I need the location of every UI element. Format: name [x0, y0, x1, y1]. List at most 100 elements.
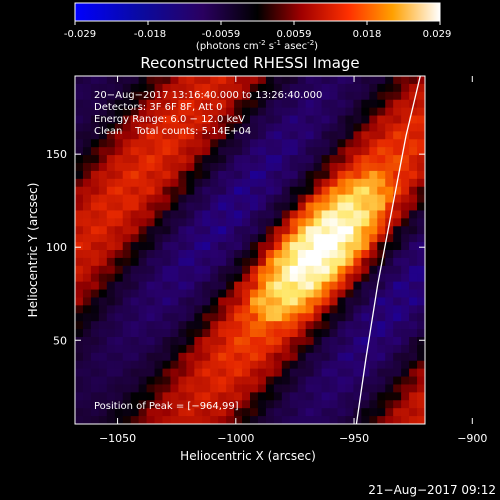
image-pixel: [265, 297, 275, 306]
image-pixel: [385, 368, 394, 378]
image-pixel: [242, 305, 251, 314]
image-pixel: [154, 226, 164, 235]
image-pixel: [218, 313, 227, 322]
image-pixel: [194, 352, 203, 362]
image-pixel: [114, 297, 124, 306]
image-pixel: [345, 376, 354, 386]
image-pixel: [202, 265, 211, 275]
image-pixel: [337, 297, 347, 306]
image-pixel: [369, 202, 378, 212]
image-pixel: [75, 329, 84, 338]
image-pixel: [385, 305, 394, 314]
image-pixel: [210, 218, 219, 227]
image-pixel: [273, 202, 283, 212]
image-pixel: [138, 289, 148, 299]
image-pixel: [218, 408, 227, 417]
image-pixel: [265, 147, 275, 156]
image-pixel: [114, 147, 124, 156]
image-pixel: [170, 384, 179, 393]
image-pixel: [106, 131, 116, 140]
image-pixel: [281, 226, 291, 235]
image-pixel: [289, 281, 299, 291]
image-pixel: [337, 218, 347, 227]
image-pixel: [297, 234, 307, 243]
image-pixel: [75, 210, 84, 219]
image-pixel: [138, 186, 148, 196]
image-pixel: [377, 202, 386, 212]
image-pixel: [170, 305, 179, 314]
image-pixel: [385, 321, 394, 330]
image-pixel: [337, 337, 347, 346]
image-pixel: [329, 297, 339, 306]
image-pixel: [162, 408, 172, 417]
image-pixel: [90, 218, 100, 227]
image-pixel: [250, 321, 259, 330]
image-pixel: [417, 329, 425, 338]
image-pixel: [337, 289, 347, 299]
image-pixel: [210, 392, 219, 401]
image-pixel: [289, 344, 299, 354]
image-pixel: [202, 289, 211, 299]
image-pixel: [170, 76, 179, 85]
image-pixel: [242, 360, 251, 370]
image-pixel: [250, 360, 259, 370]
image-pixel: [122, 273, 132, 283]
image-pixel: [401, 226, 410, 235]
image-pixel: [218, 289, 227, 299]
image-pixel: [361, 257, 370, 267]
y-tick-label: 150: [46, 148, 67, 161]
image-pixel: [401, 257, 410, 267]
image-pixel: [186, 416, 195, 424]
image-pixel: [329, 360, 339, 370]
image-pixel: [329, 376, 339, 386]
image-pixel: [146, 344, 156, 354]
image-pixel: [329, 234, 339, 243]
image-pixel: [329, 147, 339, 156]
image-pixel: [281, 265, 291, 275]
image-pixel: [234, 194, 243, 204]
image-pixel: [82, 99, 92, 109]
image-pixel: [321, 376, 331, 386]
image-pixel: [329, 368, 339, 378]
image-pixel: [186, 242, 195, 251]
image-pixel: [353, 123, 362, 132]
image-pixel: [385, 392, 394, 401]
image-pixel: [337, 186, 347, 196]
image-pixel: [369, 107, 378, 117]
image-pixel: [297, 400, 307, 409]
image-pixel: [226, 202, 235, 212]
image-pixel: [337, 257, 347, 267]
image-pixel: [321, 139, 331, 148]
image-pixel: [75, 400, 84, 409]
image-pixel: [345, 360, 354, 370]
image-pixel: [178, 321, 187, 330]
image-pixel: [385, 242, 394, 251]
image-pixel: [353, 250, 362, 259]
image-pixel: [313, 234, 323, 243]
image-pixel: [273, 376, 283, 386]
image-pixel: [218, 91, 227, 101]
image-pixel: [75, 281, 84, 291]
image-pixel: [90, 297, 100, 306]
image-pixel: [393, 392, 402, 401]
image-pixel: [401, 139, 410, 148]
image-pixel: [82, 178, 92, 188]
image-pixel: [122, 305, 132, 314]
image-pixel: [345, 123, 354, 132]
image-pixel: [321, 344, 331, 354]
image-pixel: [289, 170, 299, 180]
image-pixel: [210, 123, 219, 132]
image-pixel: [257, 297, 267, 306]
image-pixel: [417, 139, 425, 148]
image-pixel: [106, 234, 116, 243]
image-pixel: [130, 123, 140, 132]
image-pixel: [401, 194, 410, 204]
image-pixel: [385, 344, 394, 354]
image-pixel: [377, 329, 386, 338]
image-pixel: [226, 115, 235, 125]
image-pixel: [353, 321, 362, 330]
image-pixel: [178, 416, 187, 424]
image-pixel: [321, 131, 331, 140]
image-pixel: [401, 368, 410, 378]
image-pixel: [75, 289, 84, 299]
